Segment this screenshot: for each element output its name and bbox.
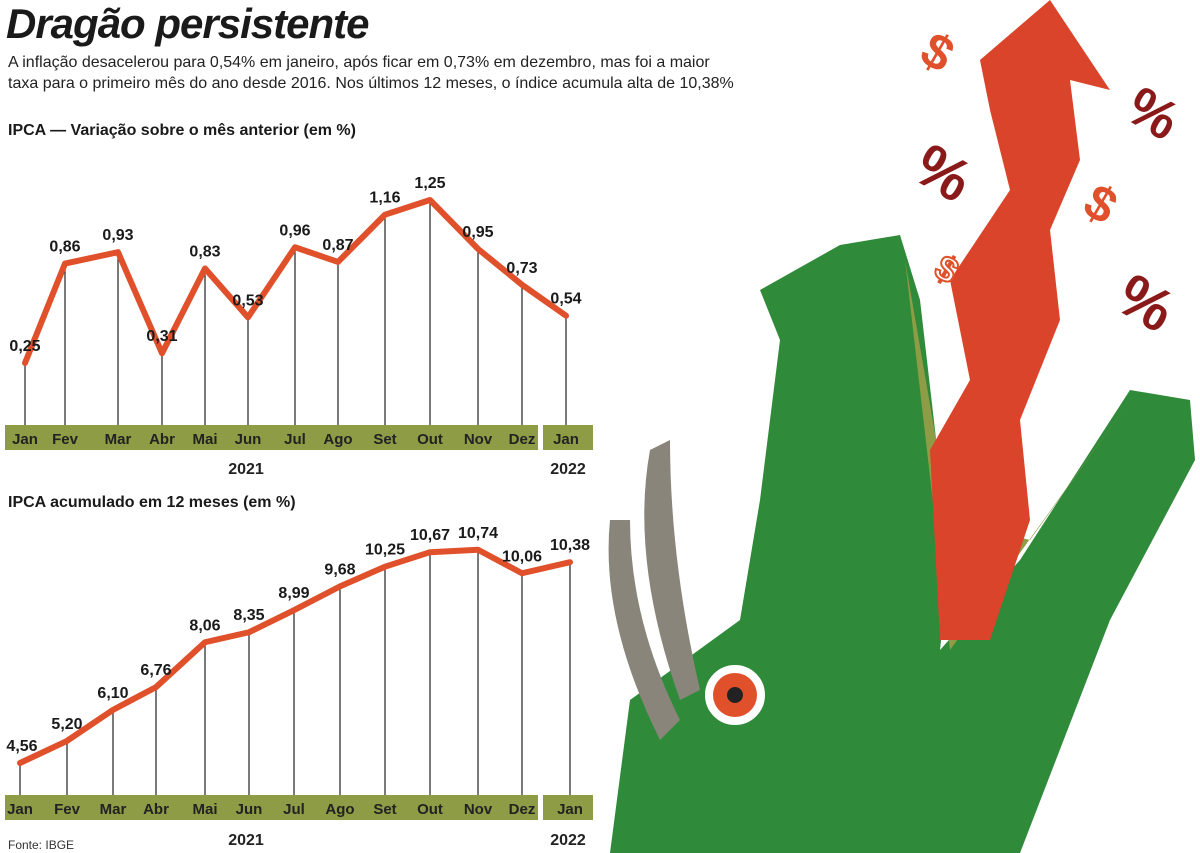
percent-icon: % <box>904 131 984 216</box>
series-line <box>22 197 569 366</box>
dollar-icon: $ <box>912 21 964 83</box>
x-tick-label: Jul <box>283 801 305 818</box>
axis-band-2022 <box>543 425 593 450</box>
dragon-head <box>610 235 1195 853</box>
year-label-2022: 2022 <box>550 832 586 849</box>
data-label: 8,35 <box>233 607 264 624</box>
x-tick-label: Jul <box>284 431 306 448</box>
x-tick-label: Mar <box>100 801 127 818</box>
x-tick-label: Fev <box>52 431 79 448</box>
source-note: Fonte: IBGE <box>8 838 75 852</box>
percent-icon: % <box>1106 261 1186 346</box>
x-tick-label: Dez <box>509 431 536 448</box>
x-tick-label: Abr <box>143 801 169 818</box>
x-tick-label: Ago <box>323 431 352 448</box>
subtitle-line-2: taxa para o primeiro mês do ano desde 20… <box>8 75 734 92</box>
arrow-icon <box>930 0 1110 640</box>
data-label: 10,06 <box>502 548 542 565</box>
axis-band-2021 <box>5 795 538 820</box>
axis-band-2022 <box>543 795 593 820</box>
data-label: 0,53 <box>232 292 263 309</box>
charts: 0,25 Jan 0,86 Fev 0,93 Mar 0,31 Abr 0,83 Mai 0,53 J… <box>5 175 593 849</box>
data-label: 6,76 <box>140 662 171 679</box>
data-label: 0,83 <box>189 243 220 260</box>
dragon-illustration: % % % $ $ $ <box>608 0 1195 853</box>
page-title: Dragão persistente <box>6 0 369 47</box>
data-label: 0,87 <box>322 237 353 254</box>
chart-1-title: IPCA — Variação sobre o mês anterior (em… <box>8 122 356 139</box>
data-label: 0,95 <box>462 224 493 241</box>
x-tick-label: Fev <box>54 801 81 818</box>
x-tick-label: Mai <box>192 801 217 818</box>
data-label: 0,86 <box>49 239 80 256</box>
data-label: 0,96 <box>279 222 310 239</box>
x-tick-label: Set <box>373 431 396 448</box>
percent-icon: % <box>1117 74 1190 152</box>
x-tick-label: Out <box>417 801 443 818</box>
dollar-icon: $ <box>1075 173 1127 235</box>
data-label: 6,10 <box>97 685 128 702</box>
data-label: 10,74 <box>458 525 498 542</box>
data-label: 0,73 <box>506 260 537 277</box>
data-label: 10,67 <box>410 527 450 544</box>
data-label: 10,38 <box>550 537 590 554</box>
x-tick-label: Set <box>373 801 396 818</box>
subtitle-line-1: A inflação desacelerou para 0,54% em jan… <box>8 54 710 71</box>
axis-band-2021 <box>5 425 538 450</box>
series-line <box>17 546 573 766</box>
data-label: 0,25 <box>9 338 40 355</box>
chart-2-title: IPCA acumulado em 12 meses (em %) <box>8 494 296 511</box>
data-label: 10,25 <box>365 542 405 559</box>
x-tick-label: Ago <box>325 801 354 818</box>
data-label: 1,25 <box>414 175 445 192</box>
data-label: 8,06 <box>189 617 220 634</box>
data-label: 0,93 <box>102 227 133 244</box>
x-tick-label: Out <box>417 431 443 448</box>
data-label: 0,31 <box>146 328 177 345</box>
data-label: 0,54 <box>550 291 581 308</box>
year-label-2022: 2022 <box>550 461 586 478</box>
subtitle: A inflação desacelerou para 0,54% em jan… <box>8 52 828 94</box>
x-tick-label: Nov <box>464 431 493 448</box>
dragon-pupil <box>727 687 743 703</box>
data-label: 5,20 <box>51 716 82 733</box>
x-tick-label: Jun <box>235 431 262 448</box>
x-tick-label: Jan <box>553 431 579 448</box>
x-tick-label: Mar <box>105 431 132 448</box>
x-tick-label: Jan <box>557 801 583 818</box>
x-tick-label: Jun <box>236 801 263 818</box>
horn-icon <box>608 440 700 740</box>
x-tick-label: Nov <box>464 801 493 818</box>
data-label: 9,68 <box>324 561 355 578</box>
x-tick-label: Jan <box>7 801 33 818</box>
x-tick-label: Abr <box>149 431 175 448</box>
data-label: 1,16 <box>369 190 400 207</box>
x-tick-label: Mai <box>192 431 217 448</box>
data-label: 4,56 <box>6 738 37 755</box>
x-tick-label: Jan <box>12 431 38 448</box>
x-tick-label: Dez <box>509 801 536 818</box>
data-label: 8,99 <box>278 585 309 602</box>
year-label-2021: 2021 <box>228 461 264 478</box>
year-label-2021: 2021 <box>228 832 264 849</box>
